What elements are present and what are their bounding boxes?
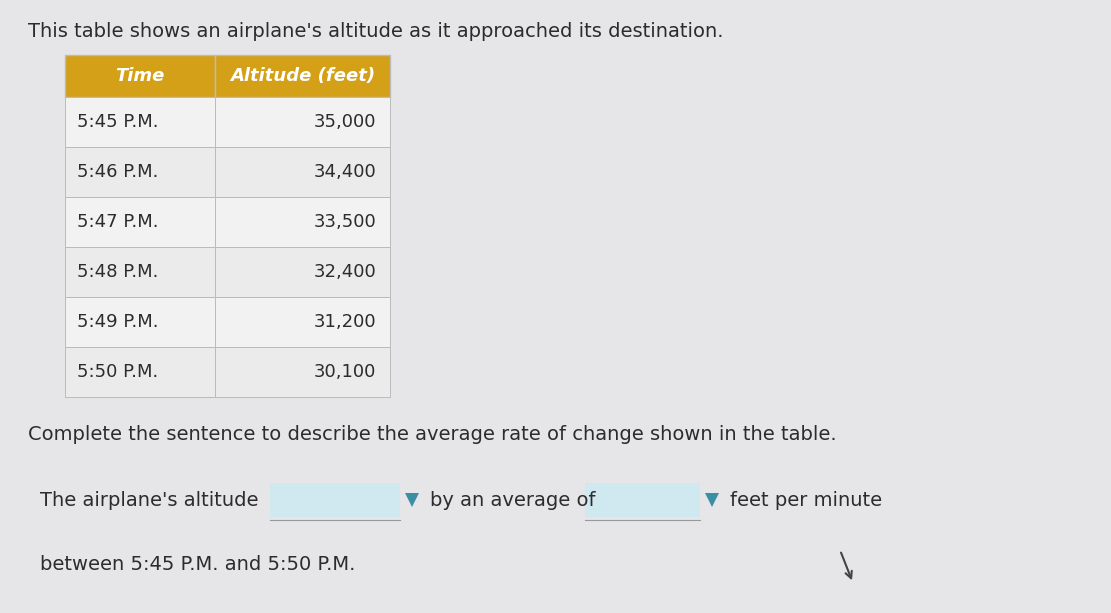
Text: 5:50 P.M.: 5:50 P.M. <box>77 363 158 381</box>
Text: 35,000: 35,000 <box>313 113 376 131</box>
Text: Time: Time <box>116 67 164 85</box>
Text: 31,200: 31,200 <box>313 313 376 331</box>
Bar <box>585 483 700 517</box>
Bar <box>216 247 390 297</box>
Bar <box>66 147 216 197</box>
Text: 32,400: 32,400 <box>313 263 376 281</box>
Polygon shape <box>406 493 419 507</box>
Bar <box>66 247 216 297</box>
Text: 5:48 P.M.: 5:48 P.M. <box>77 263 159 281</box>
Text: 5:47 P.M.: 5:47 P.M. <box>77 213 159 231</box>
Text: 5:49 P.M.: 5:49 P.M. <box>77 313 159 331</box>
Bar <box>216 97 390 147</box>
Text: between 5:45 P.M. and 5:50 P.M.: between 5:45 P.M. and 5:50 P.M. <box>40 555 356 574</box>
Bar <box>216 55 390 97</box>
Bar <box>216 147 390 197</box>
Polygon shape <box>705 493 719 507</box>
Text: This table shows an airplane's altitude as it approached its destination.: This table shows an airplane's altitude … <box>28 22 723 41</box>
Bar <box>66 197 216 247</box>
Text: 5:45 P.M.: 5:45 P.M. <box>77 113 159 131</box>
Text: Complete the sentence to describe the average rate of change shown in the table.: Complete the sentence to describe the av… <box>28 425 837 444</box>
Text: 5:46 P.M.: 5:46 P.M. <box>77 163 159 181</box>
Text: 30,100: 30,100 <box>313 363 376 381</box>
Bar <box>66 297 216 347</box>
Text: feet per minute: feet per minute <box>730 490 882 509</box>
Bar <box>216 297 390 347</box>
Bar <box>216 197 390 247</box>
Text: 33,500: 33,500 <box>313 213 376 231</box>
Bar <box>66 97 216 147</box>
Bar <box>66 347 216 397</box>
Bar <box>270 483 400 517</box>
Text: Altitude (feet): Altitude (feet) <box>230 67 376 85</box>
Text: The airplane's altitude: The airplane's altitude <box>40 490 259 509</box>
Text: by an average of: by an average of <box>430 490 595 509</box>
Text: 34,400: 34,400 <box>313 163 376 181</box>
Bar <box>216 347 390 397</box>
Bar <box>66 55 216 97</box>
